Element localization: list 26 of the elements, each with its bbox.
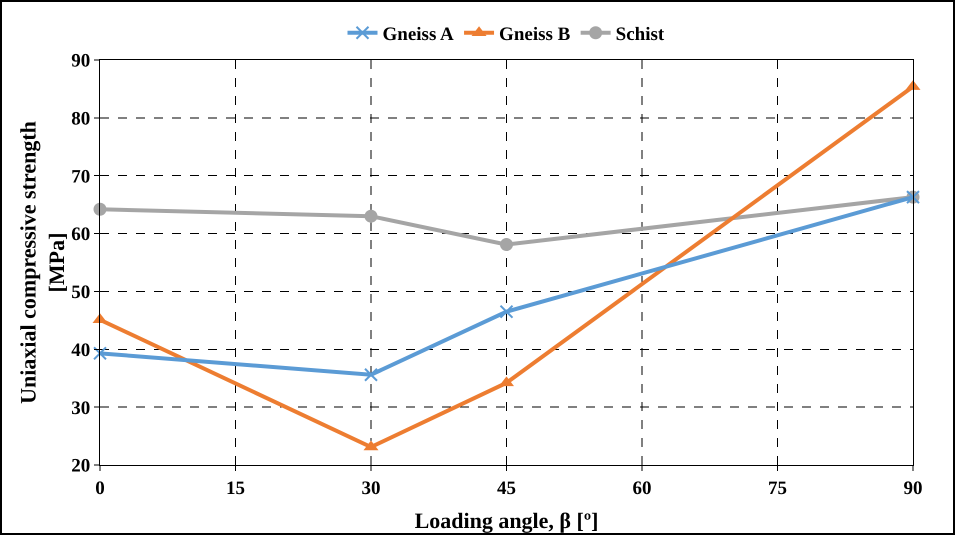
x-tick-label: 60: [632, 478, 652, 499]
x-tick-label: 0: [95, 478, 105, 499]
legend-label: Gneiss B: [499, 24, 571, 46]
y-tick-label: 90: [71, 50, 90, 72]
legend-label: Schist: [616, 24, 665, 46]
legend-label: Gneiss A: [382, 24, 454, 46]
y-tick-label: 40: [71, 340, 90, 361]
x-tick-label: 30: [362, 478, 380, 499]
point: [364, 210, 378, 223]
point: [364, 368, 378, 382]
y-tick-label: 60: [71, 224, 90, 246]
x-tick-label: 75: [768, 478, 787, 499]
x-tick-label: 90: [904, 478, 922, 499]
y-axis-title: Uniaxial compressive strength [MPa]: [16, 121, 70, 404]
x-axis-title: Loading angle, β [º]: [414, 508, 598, 533]
point: [500, 304, 514, 319]
x-tick-label: 45: [497, 478, 516, 499]
y-tick-label: 50: [71, 282, 90, 304]
y-tick-label: 70: [71, 166, 90, 188]
point: [93, 346, 107, 360]
point: [94, 202, 106, 216]
y-tick-label: 20: [71, 456, 90, 477]
y-tick-label: 30: [71, 398, 90, 419]
x-tick-label: 15: [226, 478, 245, 499]
y-tick-label: 80: [71, 108, 90, 130]
point: [500, 238, 513, 252]
